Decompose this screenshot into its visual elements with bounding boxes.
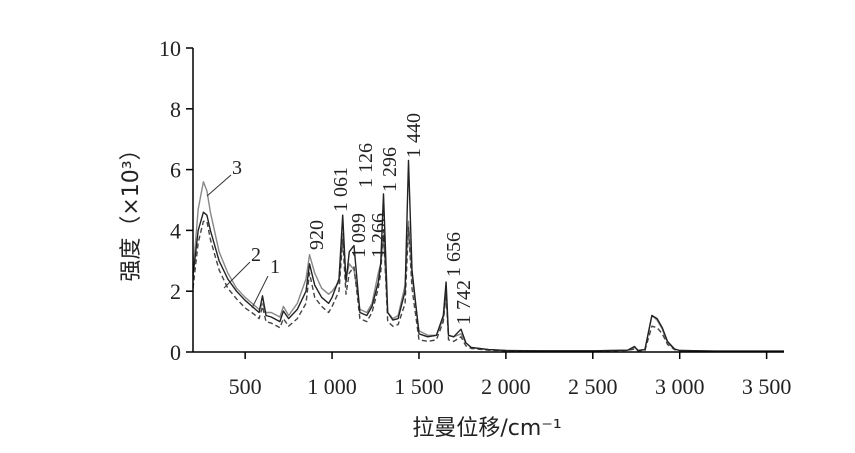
peak-label-1296: 1 296 <box>379 147 401 192</box>
peak-label-1099: 1 099 <box>348 213 370 258</box>
y-axis-title: 强度（×10³） <box>119 138 144 281</box>
y-tick-label: 8 <box>170 97 181 122</box>
series-line-1 <box>192 220 784 353</box>
x-axis-title: 拉曼位移/cm⁻¹ <box>412 416 561 441</box>
y-tick-label: 10 <box>159 36 181 61</box>
x-tick-label: 500 <box>229 374 262 399</box>
x-tick-label: 1 000 <box>307 374 357 399</box>
series-lines <box>192 159 784 353</box>
y-tick-label: 6 <box>170 158 181 183</box>
x-tick-label: 2 000 <box>481 374 531 399</box>
peak-label-1126: 1 126 <box>355 143 377 188</box>
x-tick-label: 3 500 <box>742 374 792 399</box>
peak-label-1266: 1 266 <box>368 213 390 258</box>
peak-label-1440: 1 440 <box>403 113 425 158</box>
y-tick-label: 0 <box>170 340 181 365</box>
peak-label-1656: 1 656 <box>443 232 465 277</box>
series-3-label: 3 <box>232 157 242 179</box>
peak-label-1742: 1 742 <box>453 280 475 325</box>
series-1-leader <box>251 275 269 309</box>
peak-label-920: 920 <box>306 220 328 250</box>
series-line-3 <box>192 181 784 352</box>
series-line-2 <box>192 159 784 352</box>
y-tick-label: 4 <box>170 218 181 243</box>
series-1-label: 1 <box>270 256 280 278</box>
x-tick-label: 2 500 <box>568 374 618 399</box>
axes <box>186 47 784 359</box>
series-2-leader <box>223 261 251 289</box>
x-tick-label: 3 000 <box>655 374 705 399</box>
series-2-label: 2 <box>251 244 261 266</box>
series-3-leader <box>206 174 232 197</box>
tick-labels: 0 2 4 6 8 10 500 1 000 1 500 2 000 2 500 3 000 3 500 <box>159 36 791 399</box>
y-tick-label: 2 <box>170 279 181 304</box>
peak-label-1061: 1 061 <box>330 167 352 212</box>
x-tick-label: 1 500 <box>394 374 444 399</box>
